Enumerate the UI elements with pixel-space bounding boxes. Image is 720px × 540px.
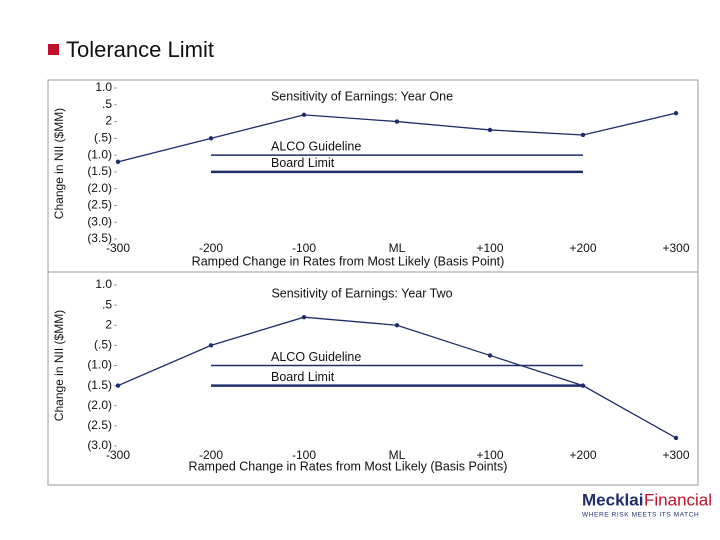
x-tick-label: -100: [292, 448, 316, 462]
x-tick-label: -200: [199, 448, 223, 462]
y-tick-label: 1.0: [95, 80, 112, 94]
y-axis-label: Change in NII ($MM): [52, 310, 66, 421]
bullet: [48, 44, 59, 55]
logo-bold: Mecklai: [582, 490, 643, 509]
y-tick-label: .5: [102, 97, 112, 111]
y-tick-label: .5: [102, 297, 112, 311]
x-tick-label: +100: [476, 241, 503, 255]
x-tick-label: +100: [476, 448, 503, 462]
y-tick-label: 2: [105, 114, 112, 128]
data-point: [673, 110, 679, 116]
x-tick-label: -100: [292, 241, 316, 255]
logo-light: Financial: [644, 490, 712, 509]
x-tick-label: -200: [199, 241, 223, 255]
y-tick-label: (1.5): [87, 164, 112, 178]
data-point: [487, 353, 493, 358]
y-tick-label: (1.5): [87, 378, 112, 392]
data-point: [673, 435, 679, 441]
y-tick-label: (2.0): [87, 398, 112, 412]
data-point: [487, 127, 493, 133]
x-tick-label: -300: [106, 448, 130, 462]
y-tick-label: (.5): [94, 338, 112, 352]
data-point: [580, 132, 586, 138]
y-tick-label: 2: [105, 317, 112, 331]
reference-label: Board Limit: [271, 156, 335, 170]
data-line: [117, 316, 677, 439]
x-tick-label: +200: [569, 241, 596, 255]
data-point: [394, 323, 400, 328]
chart-frame: [47, 79, 699, 486]
reference-label: Board Limit: [271, 370, 335, 384]
x-axis-label: Ramped Change in Rates from Most Likely …: [192, 254, 505, 268]
y-axis-label: Change in NII ($MM): [52, 108, 66, 219]
x-axis-label: Ramped Change in Rates from Most Likely …: [189, 459, 508, 473]
logo-tagline: WHERE RISK MEETS ITS MATCH: [582, 512, 699, 519]
reference-label: ALCO Guideline: [271, 139, 361, 153]
data-point: [580, 383, 586, 388]
data-point: [208, 136, 214, 141]
y-tick-label: (3.5): [87, 231, 112, 245]
y-tick-label: (1.0): [87, 147, 112, 161]
y-tick-label: (.5): [94, 131, 112, 145]
data-point: [115, 383, 121, 388]
x-tick-label: ML: [389, 241, 406, 255]
y-tick-label: (3.0): [87, 438, 112, 452]
chart-title: Sensitivity of Earnings: Year Two: [271, 286, 452, 300]
data-point: [208, 343, 214, 348]
slide-title: Tolerance Limit: [66, 37, 214, 62]
y-tick-label: (3.0): [87, 214, 112, 228]
data-point: [301, 112, 307, 118]
x-tick-label: +300: [662, 448, 689, 462]
data-point: [115, 159, 121, 165]
data-point: [394, 119, 400, 124]
chart-title: Sensitivity of Earnings: Year One: [271, 89, 453, 103]
y-tick-label: 1.0: [95, 277, 112, 291]
reference-label: ALCO Guideline: [271, 350, 361, 364]
y-tick-label: (2.5): [87, 418, 112, 432]
y-tick-label: (1.0): [87, 358, 112, 372]
y-tick-label: (2.0): [87, 181, 112, 195]
x-tick-label: ML: [389, 448, 406, 462]
x-tick-label: +200: [569, 448, 596, 462]
x-tick-label: -300: [106, 241, 130, 255]
x-tick-label: +300: [662, 241, 689, 255]
data-point: [301, 315, 307, 320]
y-tick-label: (2.5): [87, 198, 112, 212]
